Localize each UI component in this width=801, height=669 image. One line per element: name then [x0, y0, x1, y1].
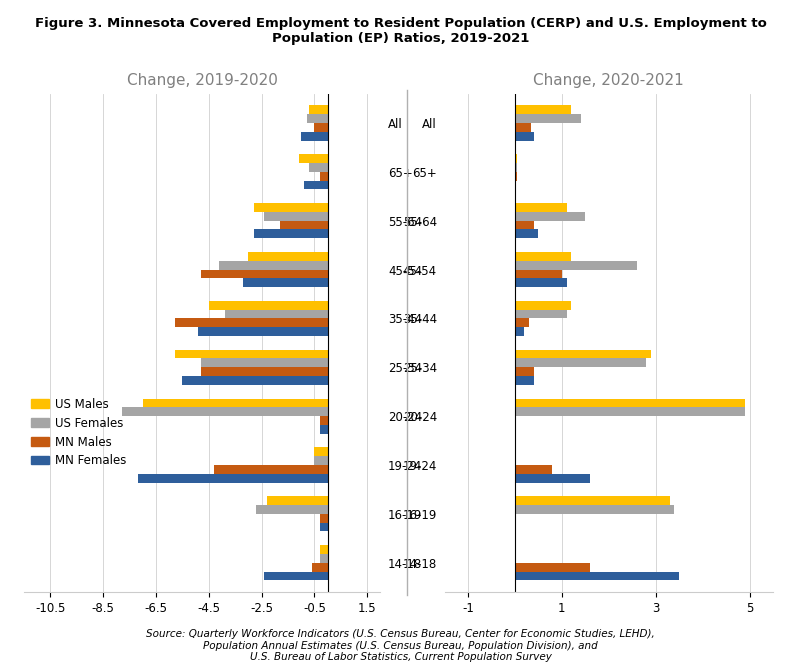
Bar	[175, 318, 328, 327]
Bar	[201, 270, 328, 278]
Bar	[201, 359, 328, 367]
Bar	[515, 327, 525, 336]
Bar	[254, 229, 328, 238]
Bar	[264, 212, 328, 221]
Bar	[515, 261, 637, 270]
Bar	[320, 425, 328, 434]
Bar	[315, 123, 328, 132]
Bar	[301, 132, 328, 140]
Title: Change, 2020-2021: Change, 2020-2021	[533, 74, 684, 88]
Bar	[320, 545, 328, 554]
Bar	[209, 301, 328, 310]
Bar	[515, 114, 581, 123]
Bar	[320, 416, 328, 425]
Bar	[515, 106, 571, 114]
Title: Change, 2019-2020: Change, 2019-2020	[127, 74, 278, 88]
Bar	[515, 571, 679, 580]
Bar	[515, 350, 651, 359]
Bar	[515, 318, 529, 327]
Bar	[515, 367, 533, 376]
Bar	[280, 221, 328, 229]
Bar	[183, 376, 328, 385]
Bar	[515, 203, 566, 212]
Bar	[201, 367, 328, 376]
Bar	[248, 252, 328, 261]
Bar	[515, 278, 566, 287]
Bar	[515, 474, 590, 482]
Bar	[515, 212, 586, 221]
Bar	[515, 155, 517, 163]
Bar	[320, 514, 328, 522]
Bar	[515, 505, 674, 514]
Bar	[299, 155, 328, 163]
Bar	[515, 163, 517, 172]
Bar	[312, 563, 328, 571]
Bar	[225, 310, 328, 318]
Bar	[256, 505, 328, 514]
Bar	[143, 399, 328, 407]
Bar	[515, 496, 670, 505]
Text: Figure 3. Minnesota Covered Employment to Resident Population (CERP) and U.S. Em: Figure 3. Minnesota Covered Employment t…	[34, 17, 767, 45]
Bar	[515, 399, 745, 407]
Bar	[515, 310, 566, 318]
Bar	[515, 270, 562, 278]
Bar	[219, 261, 328, 270]
Bar	[138, 474, 328, 482]
Text: Source: Quarterly Workforce Indicators (U.S. Census Bureau, Center for Economic : Source: Quarterly Workforce Indicators (…	[146, 629, 655, 662]
Bar	[315, 448, 328, 456]
Bar	[267, 496, 328, 505]
Bar	[320, 172, 328, 181]
Bar	[515, 563, 590, 571]
Bar	[309, 106, 328, 114]
Bar	[515, 132, 533, 140]
Bar	[515, 252, 571, 261]
Bar	[254, 203, 328, 212]
Bar	[515, 229, 538, 238]
Bar	[309, 163, 328, 172]
Bar	[515, 407, 745, 416]
Bar	[515, 123, 531, 132]
Bar	[320, 554, 328, 563]
Bar	[315, 456, 328, 465]
Legend: US Males, US Females, MN Males, MN Females: US Males, US Females, MN Males, MN Femal…	[26, 393, 131, 472]
Bar	[515, 465, 553, 474]
Bar	[122, 407, 328, 416]
Bar	[244, 278, 328, 287]
Bar	[307, 114, 328, 123]
Bar	[515, 359, 646, 367]
Bar	[320, 522, 328, 531]
Bar	[264, 571, 328, 580]
Bar	[515, 221, 533, 229]
Bar	[304, 181, 328, 189]
Bar	[515, 301, 571, 310]
Bar	[199, 327, 328, 336]
Bar	[214, 465, 328, 474]
Bar	[515, 172, 517, 181]
Bar	[175, 350, 328, 359]
Bar	[515, 376, 533, 385]
